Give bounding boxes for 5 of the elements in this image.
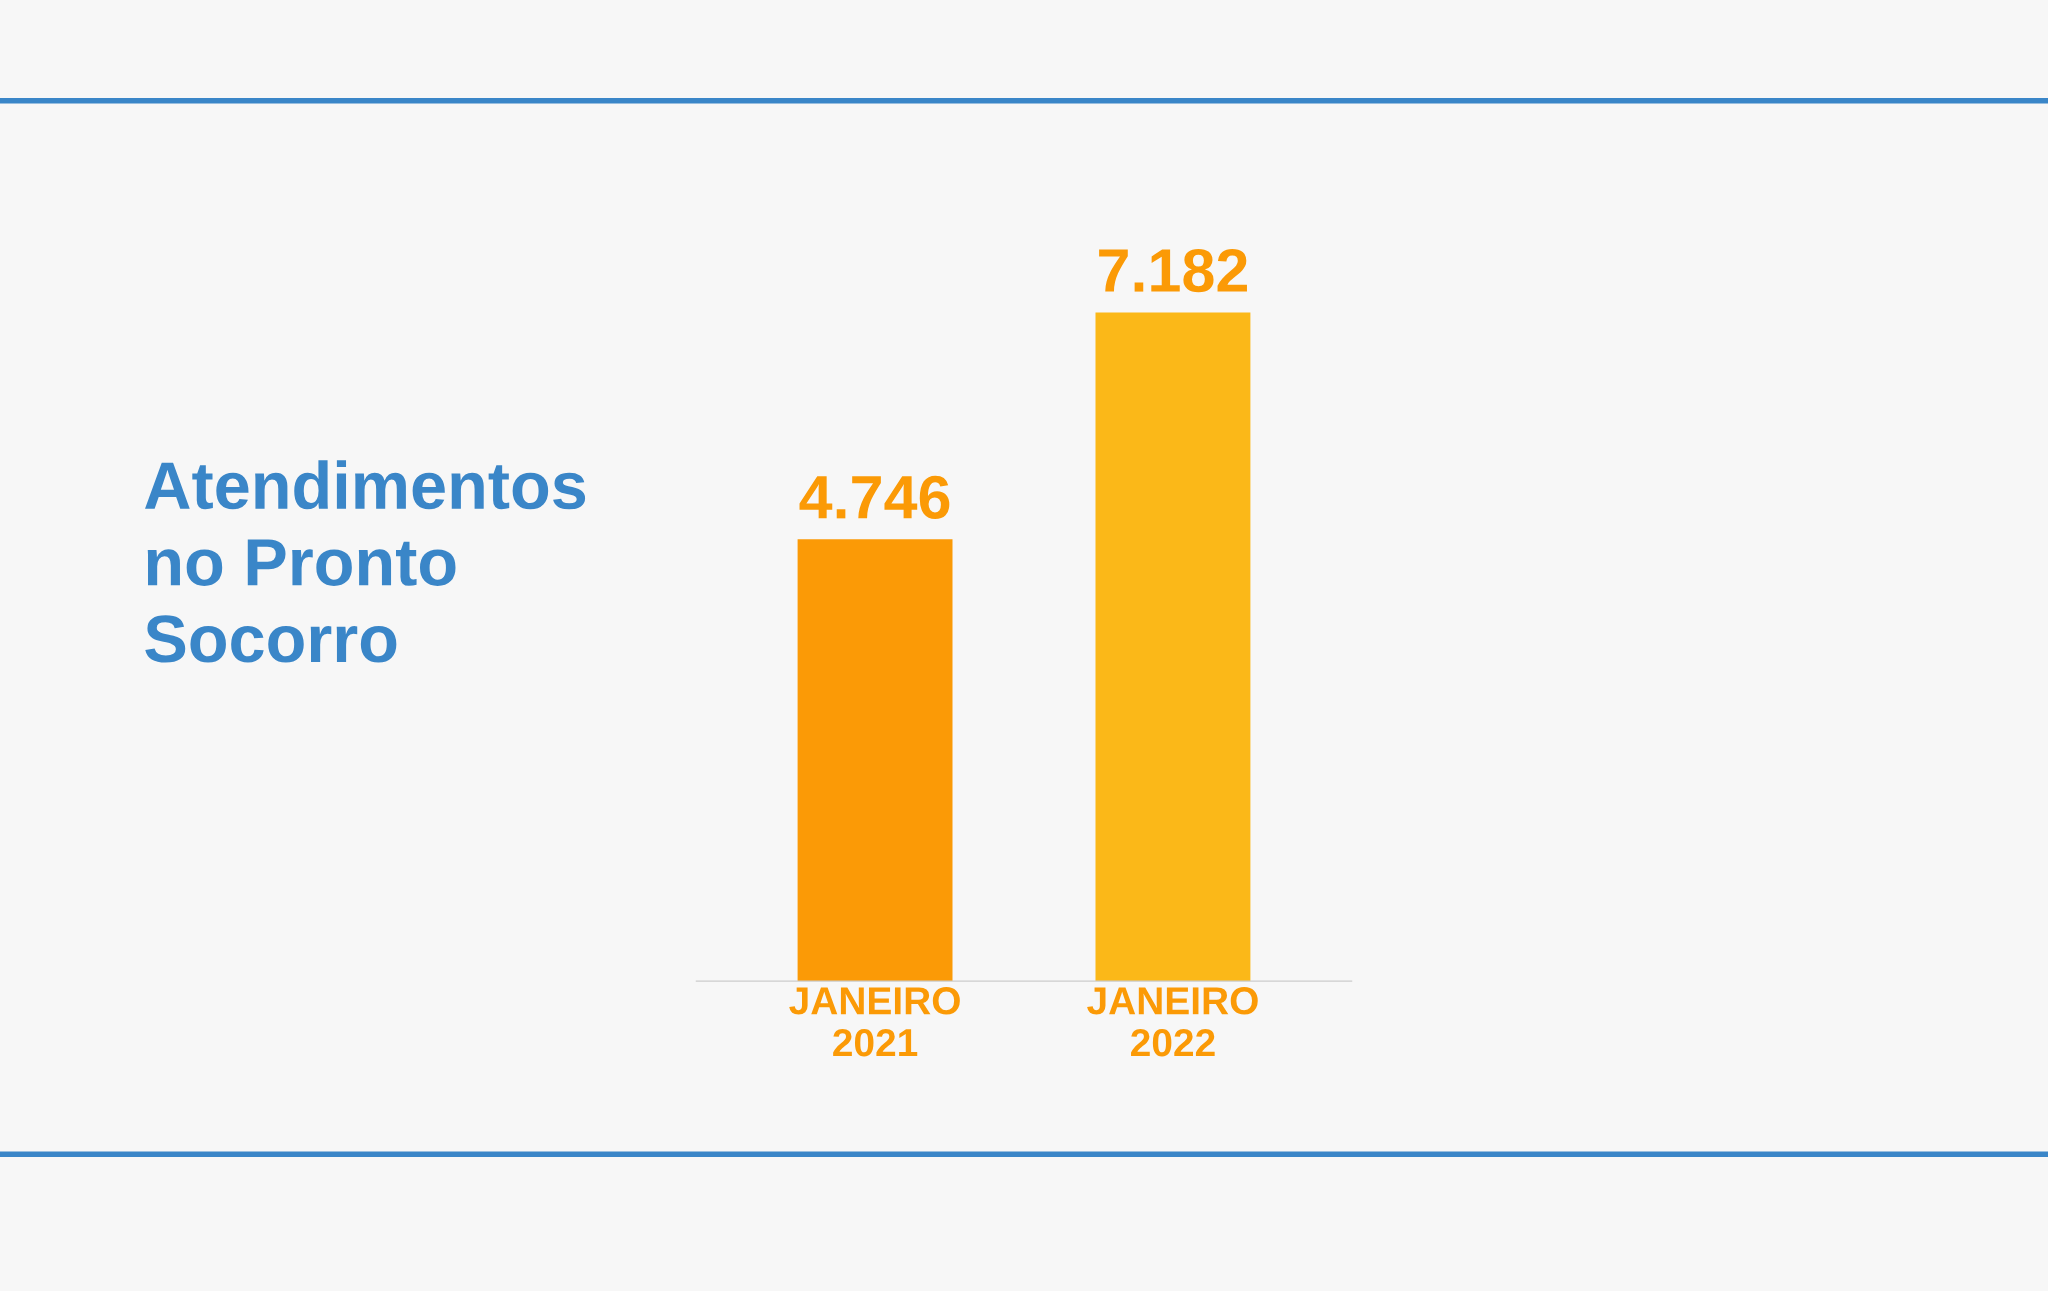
x-tick-label: JANEIRO 2022 <box>1087 987 1258 1057</box>
x-tick-label: JANEIRO 2021 <box>789 987 960 1057</box>
data-label: 4.746 <box>799 475 950 519</box>
text: Atendimentos no Pronto Socorro <box>145 460 586 663</box>
data-label: 7.182 <box>1099 248 1247 293</box>
